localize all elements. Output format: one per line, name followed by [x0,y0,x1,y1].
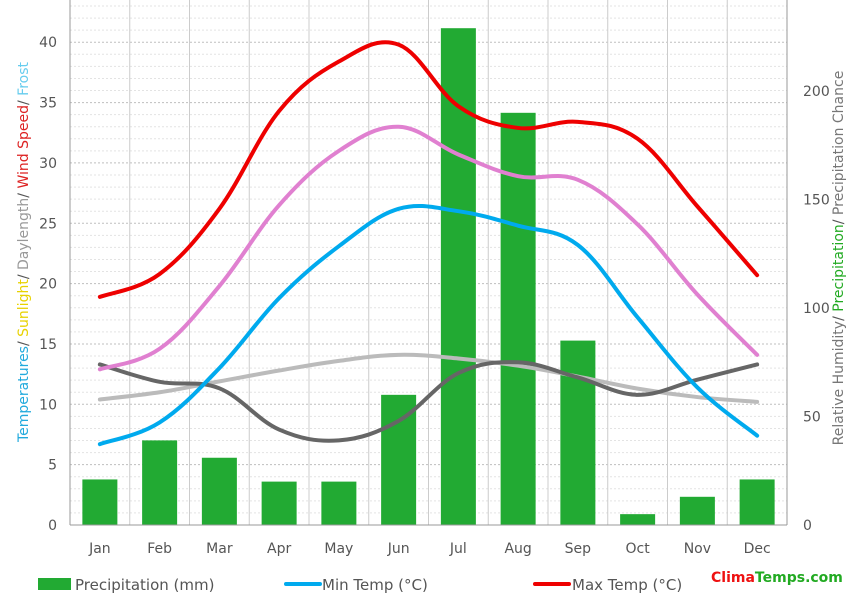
x-tick-label: Jan [88,541,111,557]
right-axis-ticks: 0 50 100 150 200 [803,84,830,534]
precipitation-bars [82,28,775,526]
right-tick-label: 150 [803,193,830,209]
precip-bar-apr [261,481,297,525]
series-line-1 [97,360,760,443]
right-tick-label: 200 [803,84,830,100]
legend-min-label: Min Temp (°C) [322,576,428,594]
left-tick-label: 10 [39,397,57,413]
brand-logo: ClimaTemps.com [711,570,843,586]
precip-bar-nov [679,496,715,525]
axis-label-part: Relative Humidity [831,321,847,445]
right-axis-label: Relative Humidity/ Precipitation/ Precip… [831,71,847,446]
precip-bar-dec [739,479,775,525]
left-tick-label: 30 [39,156,57,172]
x-tick-label: Dec [744,541,771,557]
precip-bar-sep [560,340,596,525]
axis-label-part: / [831,312,847,321]
axis-label-part: Temperatures [16,346,32,443]
axis-label-part: / [16,96,32,105]
left-axis-label: Temperatures/ Sunlight/ Daylength/ Wind … [16,62,32,443]
series-line-3 [97,124,760,372]
right-tick-label: 100 [803,301,830,317]
precip-bar-mar [201,457,237,525]
left-tick-label: 35 [39,96,57,112]
precip-bar-may [321,481,357,525]
left-tick-label: 0 [48,518,57,534]
axis-label-part: Wind Speed [16,105,32,189]
x-axis-ticks: Jan Feb Mar Apr May Jun Jul Aug Sep Oct Nov Dec [88,541,771,557]
right-tick-label: 0 [803,518,812,534]
series-line-2 [97,203,760,447]
axis-label-part: / [16,189,32,198]
axis-label-part: Sunlight [16,279,32,337]
grid-lines [69,0,788,525]
axis-label-part: Precipitation [831,224,847,312]
x-tick-label: Nov [684,541,711,557]
axis-label-part: / [831,215,847,224]
precip-bar-jul [440,28,476,525]
left-tick-label: 20 [39,277,57,293]
x-tick-label: Apr [267,541,291,557]
axis-label-part: / [16,270,32,279]
legend-precip-swatch [38,578,71,590]
precip-bar-feb [142,440,178,525]
x-tick-label: Jun [387,541,410,557]
precip-bar-jun [381,394,417,525]
x-tick-label: Jul [449,541,467,557]
axis-label-part: / [16,337,32,346]
x-tick-label: Feb [147,541,172,557]
axes [69,0,788,526]
series-lines [97,40,760,447]
legend: Precipitation (mm) Min Temp (°C) Max Tem… [38,576,682,594]
precip-bar-jan [82,479,118,525]
left-tick-label: 5 [48,458,57,474]
axis-label-part: Precipitation Chance [831,71,847,215]
x-tick-label: May [324,541,353,557]
left-axis-ticks: 0 5 10 15 20 25 30 35 40 [39,35,57,534]
right-tick-label: 50 [803,410,821,426]
series-line-4 [97,40,760,299]
x-tick-label: Oct [626,541,651,557]
left-tick-label: 15 [39,337,57,353]
legend-precip-label: Precipitation (mm) [75,576,214,594]
axis-label-part: Frost [16,62,32,96]
x-tick-label: Sep [565,541,592,557]
left-tick-label: 40 [39,35,57,51]
series-line-0 [97,352,760,404]
x-tick-label: Aug [504,541,531,557]
axis-label-part: Daylength [16,198,32,270]
precip-bar-oct [620,514,656,525]
left-tick-label: 25 [39,216,57,232]
legend-max-label: Max Temp (°C) [572,576,682,594]
x-tick-label: Mar [206,541,233,557]
precip-bar-aug [500,112,536,526]
